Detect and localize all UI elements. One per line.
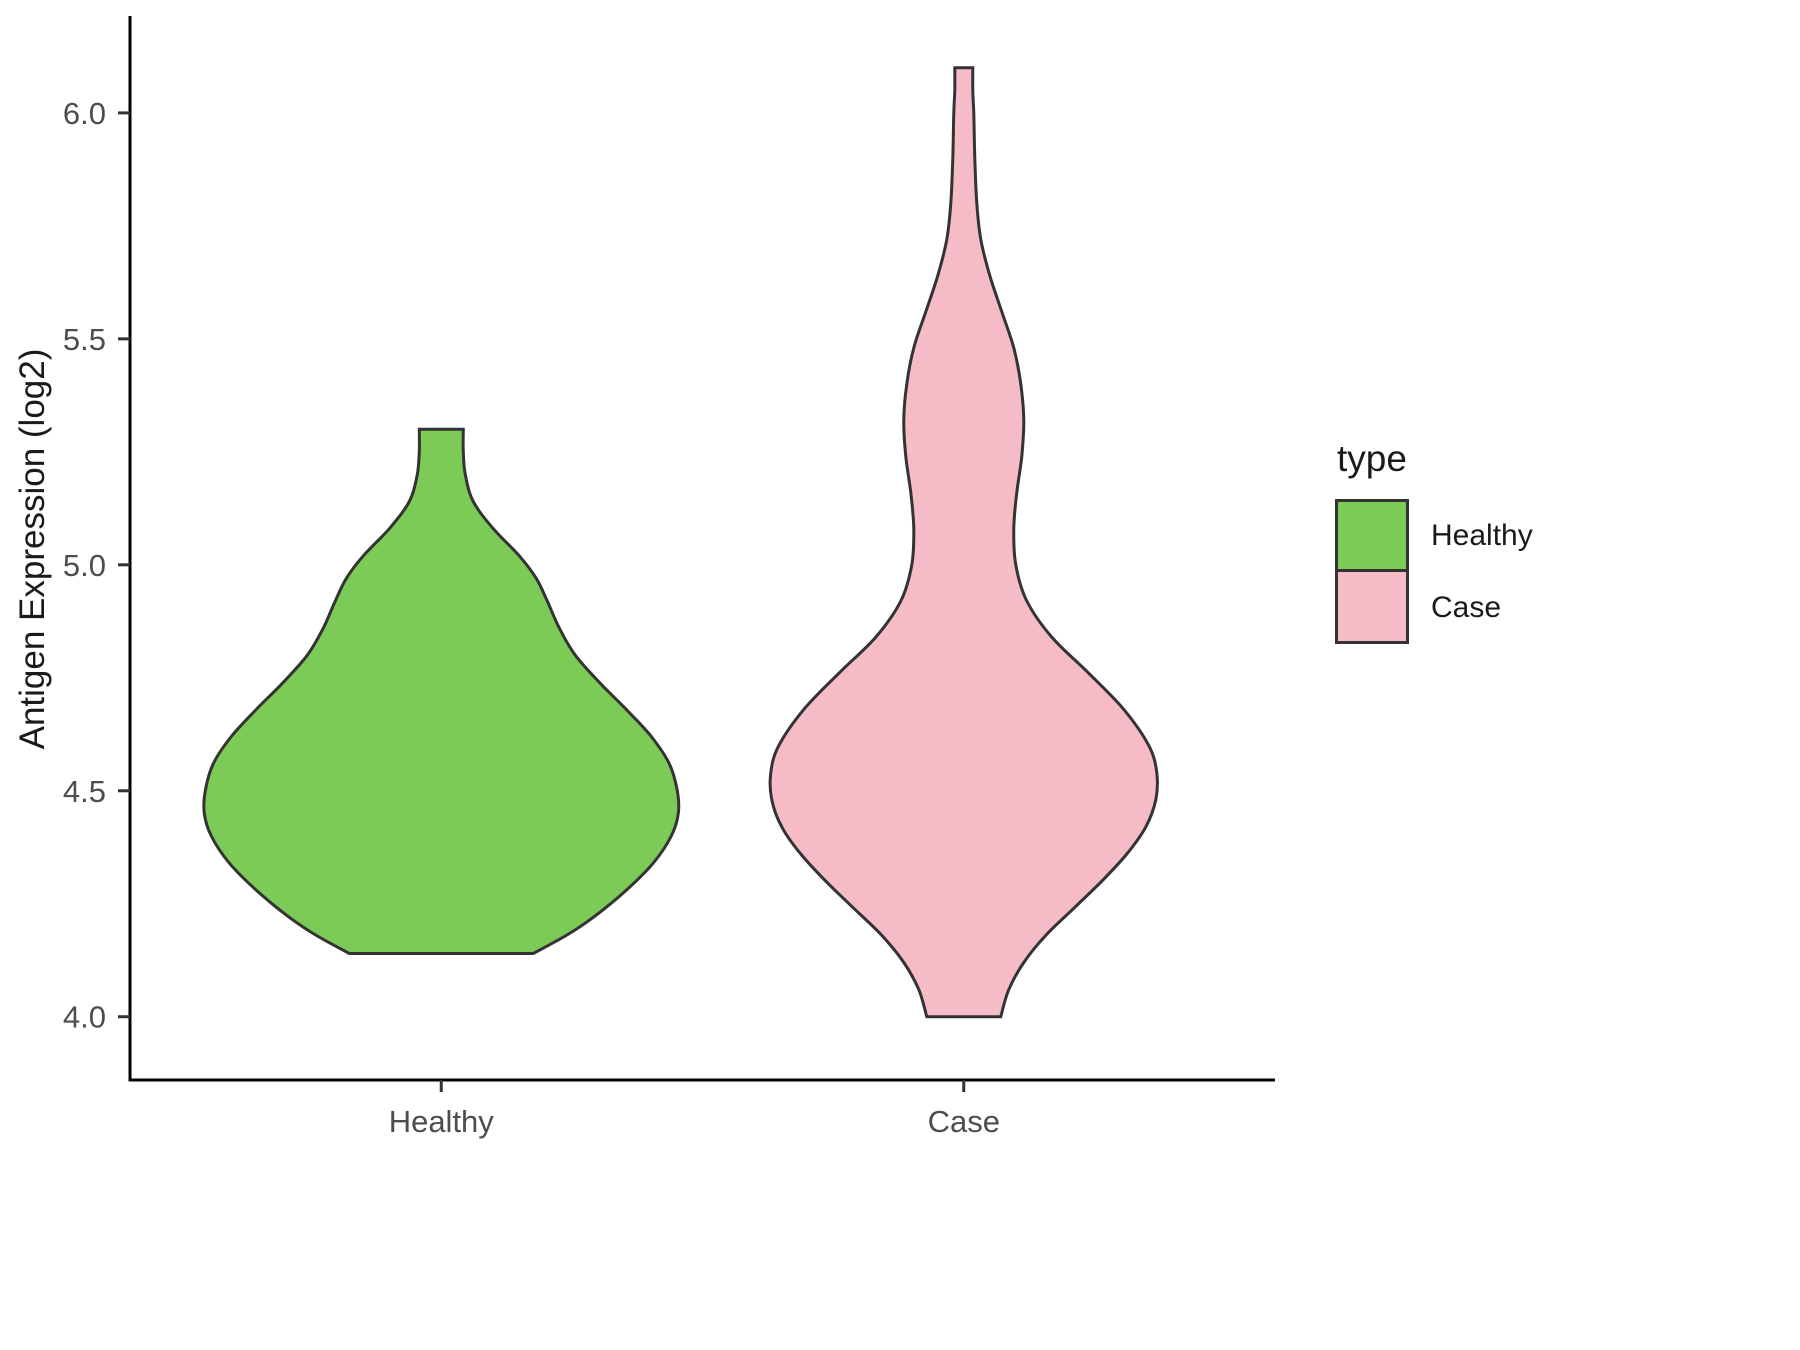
legend: type Healthy Case [1335,438,1533,644]
legend-title: type [1337,438,1407,479]
legend-item-healthy: Healthy [1335,498,1533,574]
x-tick-label: Healthy [389,1104,495,1139]
y-axis-title: Antigen Expression (log2) [13,349,52,750]
legend-swatch-case [1335,569,1409,644]
y-tick-label: 4.5 [63,774,106,809]
y-tick-label: 6.0 [63,96,106,131]
legend-swatch-healthy [1335,498,1409,574]
violin-healthy [202,427,681,955]
legend-item-case: Case [1335,569,1533,644]
x-tick-label: Case [928,1104,1000,1139]
violin-case [768,66,1159,1019]
y-tick-label: 4.0 [63,1000,106,1035]
y-tick-label: 5.0 [63,548,106,583]
y-tick-label: 5.5 [63,322,106,357]
legend-label-case: Case [1431,591,1502,624]
legend-label-healthy: Healthy [1431,519,1533,552]
